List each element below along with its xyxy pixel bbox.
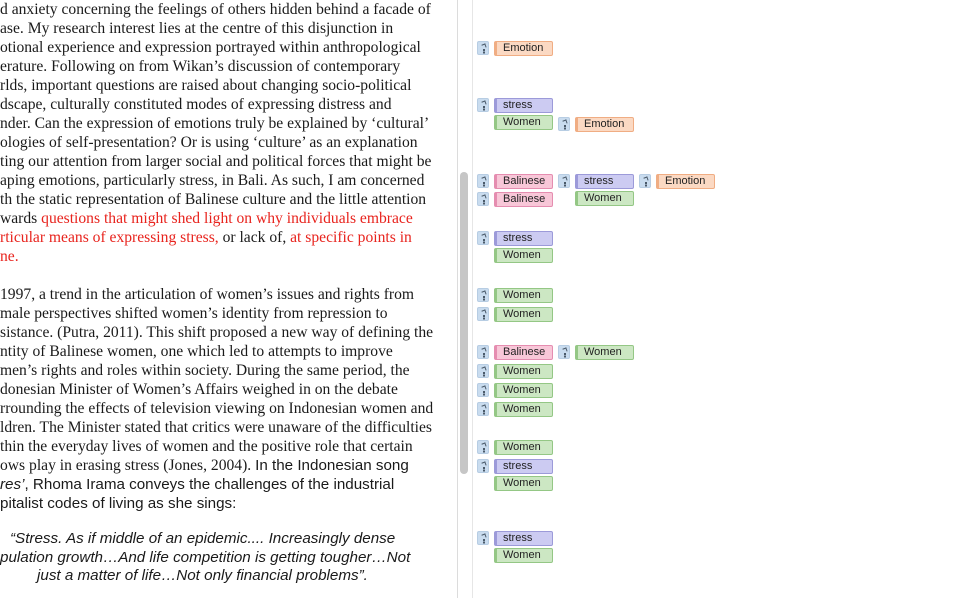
code-stripe-balinese[interactable]: Balinese — [494, 345, 553, 360]
coding-margin-line — [472, 0, 473, 598]
doc-line: rlds, important questions are raised abo… — [0, 77, 412, 94]
code-stripe-women[interactable]: Women — [494, 364, 553, 379]
doc-line: rticular means of expressing stress, or … — [0, 229, 412, 246]
code-stripe-women[interactable]: Women — [494, 248, 553, 263]
coded-segment[interactable]: ne. — [0, 248, 19, 265]
doc-line: rrounding the effects of television view… — [0, 400, 434, 417]
code-stripe-women[interactable]: Women — [494, 383, 553, 398]
code-stripe-women[interactable]: Women — [494, 402, 553, 417]
doc-line: ows play in erasing stress (Jones, 2004)… — [0, 457, 409, 474]
doc-line: ntity of Balinese women, one which led t… — [0, 343, 393, 360]
doc-line: donesian Minister of Women’s Affairs wei… — [0, 381, 398, 398]
expand-icon[interactable] — [477, 98, 489, 112]
doc-line: wards questions that might shed light on… — [0, 210, 413, 227]
pane-divider[interactable] — [457, 0, 458, 598]
code-stripe-women[interactable]: Women — [494, 307, 553, 322]
expand-icon[interactable] — [558, 117, 570, 131]
doc-line: aping emotions, particularly stress, in … — [0, 172, 425, 189]
expand-icon[interactable] — [477, 288, 489, 302]
doc-line: res’, Rhoma Irama conveys the challenges… — [0, 476, 395, 493]
document-scrollbar[interactable] — [460, 172, 468, 474]
code-stripe-women[interactable]: Women — [494, 548, 553, 563]
code-stripe-stress[interactable]: stress — [494, 459, 553, 474]
expand-icon[interactable] — [477, 307, 489, 321]
expand-icon[interactable] — [558, 345, 570, 359]
code-stripe-emotion[interactable]: Emotion — [656, 174, 715, 189]
expand-icon[interactable] — [477, 383, 489, 397]
code-stripe-women[interactable]: Women — [575, 191, 634, 206]
doc-line: male perspectives shifted women’s identi… — [0, 305, 388, 322]
document-view[interactable]: d anxiety concerning the feelings of oth… — [0, 0, 456, 598]
code-stripe-balinese[interactable]: Balinese — [494, 174, 553, 189]
doc-line: thin the everyday lives of women and the… — [0, 438, 413, 455]
doc-line: dscape, culturally constituted modes of … — [0, 96, 392, 113]
coded-segment[interactable]: at specific points in — [290, 229, 412, 246]
code-stripe-women[interactable]: Women — [494, 115, 553, 130]
doc-line: ting our attention from larger social an… — [0, 153, 432, 170]
doc-line: sistance. (Putra, 2011). This shift prop… — [0, 324, 434, 341]
expand-icon[interactable] — [477, 345, 489, 359]
code-stripe-women[interactable]: Women — [494, 476, 553, 491]
doc-line: ne. — [0, 247, 19, 266]
doc-line: ologies of self-presentation? Or is usin… — [0, 134, 418, 151]
doc-line: erature. Following on from Wikan’s discu… — [0, 58, 401, 75]
doc-line: 1997, a trend in the articulation of wom… — [0, 286, 415, 303]
quote-line: “Stress. As if middle of an epidemic....… — [10, 530, 396, 547]
doc-line: ase. My research interest lies at the ce… — [0, 20, 394, 37]
code-stripe-stress[interactable]: stress — [494, 231, 553, 246]
doc-line: pitalist codes of living as she sings: — [0, 495, 237, 512]
doc-line: otional experience and expression portra… — [0, 39, 421, 56]
coded-segment[interactable]: rticular means of expressing stress, — [0, 229, 219, 246]
code-stripe-women[interactable]: Women — [494, 288, 553, 303]
doc-line: d anxiety concerning the feelings of oth… — [0, 1, 431, 18]
expand-icon[interactable] — [477, 402, 489, 416]
code-stripe-women[interactable]: Women — [575, 345, 634, 360]
expand-icon[interactable] — [477, 531, 489, 545]
expand-icon[interactable] — [639, 174, 651, 188]
expand-icon[interactable] — [477, 41, 489, 55]
code-stripe-emotion[interactable]: Emotion — [575, 117, 634, 132]
expand-icon[interactable] — [477, 459, 489, 473]
coded-segment[interactable]: questions that might shed light on why i… — [41, 210, 413, 227]
code-stripe-balinese[interactable]: Balinese — [494, 192, 553, 207]
code-stripe-stress[interactable]: stress — [494, 98, 553, 113]
code-stripe-women[interactable]: Women — [494, 440, 553, 455]
doc-line: nder. Can the expression of emotions tru… — [0, 115, 430, 132]
expand-icon[interactable] — [558, 174, 570, 188]
quote-line: just a matter of life…Not only financial… — [37, 567, 368, 584]
code-stripe-stress[interactable]: stress — [575, 174, 634, 189]
expand-icon[interactable] — [477, 440, 489, 454]
doc-line: th the static representation of Balinese… — [0, 191, 427, 208]
code-stripe-stress[interactable]: stress — [494, 531, 553, 546]
code-stripe-emotion[interactable]: Emotion — [494, 41, 553, 56]
doc-line: men’s rights and roles within society. D… — [0, 362, 410, 379]
expand-icon[interactable] — [477, 192, 489, 206]
doc-line: ldren. The Minister stated that critics … — [0, 419, 433, 436]
expand-icon[interactable] — [477, 231, 489, 245]
expand-icon[interactable] — [477, 364, 489, 378]
quote-line: pulation growth…And life competition is … — [0, 549, 411, 566]
expand-icon[interactable] — [477, 174, 489, 188]
